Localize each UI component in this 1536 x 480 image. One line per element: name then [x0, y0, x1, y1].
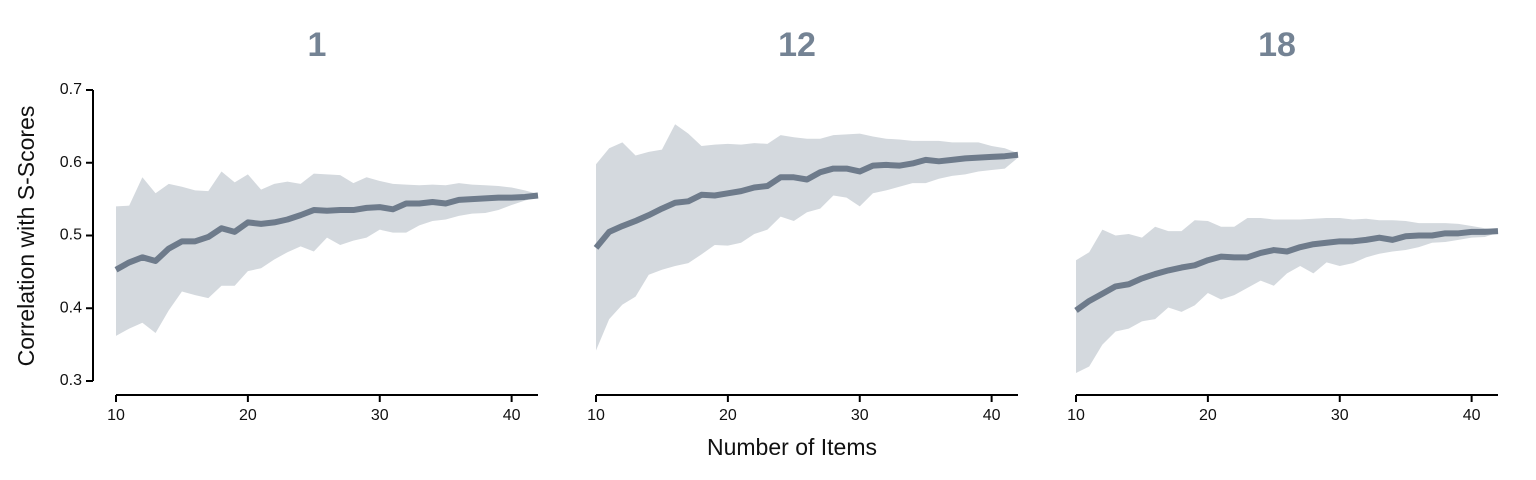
y-tick-label: 0.4: [60, 299, 82, 316]
mean-line: [1074, 228, 1499, 313]
x-axis-label: Number of Items: [707, 434, 877, 460]
x-tick-label: 30: [371, 407, 389, 424]
panel-title: 1: [308, 26, 327, 64]
mean-line: [593, 151, 1019, 250]
panel-title: 12: [778, 26, 816, 64]
y-axis-label: Correlation with S-Scores: [13, 106, 39, 367]
x-tick-label: 40: [503, 407, 521, 424]
confidence-band: [1076, 218, 1498, 373]
x-tick-label: 30: [1331, 407, 1349, 424]
x-tick-label: 40: [1463, 407, 1481, 424]
y-tick-label: 0.7: [60, 81, 82, 98]
x-tick-label: 10: [107, 407, 125, 424]
x-tick-label: 40: [983, 407, 1001, 424]
x-tick-label: 20: [1199, 407, 1217, 424]
x-tick-label: 30: [851, 407, 869, 424]
x-tick-label: 10: [1067, 407, 1085, 424]
y-tick-label: 0.6: [60, 154, 82, 171]
panel-title: 18: [1258, 26, 1296, 64]
confidence-band: [116, 171, 538, 336]
y-tick-label: 0.3: [60, 372, 82, 389]
x-tick-label: 20: [239, 407, 257, 424]
y-tick-label: 0.5: [60, 227, 82, 244]
mean-line: [114, 192, 539, 273]
confidence-band: [596, 124, 1018, 351]
x-tick-label: 10: [587, 407, 605, 424]
x-tick-label: 20: [719, 407, 737, 424]
